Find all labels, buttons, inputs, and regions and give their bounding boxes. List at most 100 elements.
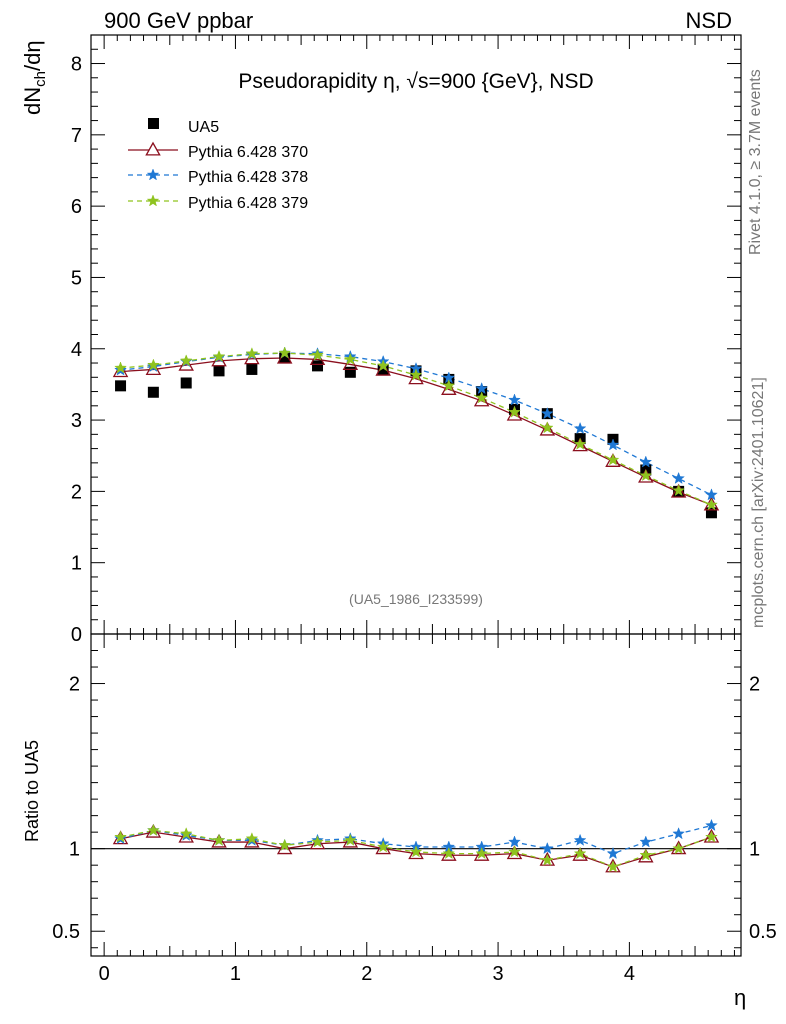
x-tick-label: 1 xyxy=(230,963,241,985)
ratio-point-3 xyxy=(114,830,127,843)
ua5-data-point xyxy=(246,363,258,375)
ua5-data-point xyxy=(279,352,291,364)
series-point-3 xyxy=(540,421,554,434)
series-point-1 xyxy=(670,483,687,498)
series-line-1 xyxy=(120,357,712,506)
legend-marker-pythia-370 xyxy=(145,141,161,156)
series-point-3 xyxy=(245,347,259,360)
plot-title: Pseudorapidity η, √s=900 {GeV}, NSD xyxy=(238,70,593,93)
ratio-point-3 xyxy=(147,823,160,836)
analysis-watermark: (UA5_1986_I233599) xyxy=(349,591,483,607)
series-point-2 xyxy=(508,393,521,406)
ua5-data-point xyxy=(213,365,225,377)
mcplots-label: mcplots.cern.ch [arXiv:2401.10621] xyxy=(750,377,767,628)
series-markers xyxy=(112,346,720,873)
series-point-3 xyxy=(114,361,127,374)
legend: UA5 Pythia 6.428 370 Pythia 6.428 378 Py… xyxy=(128,118,308,212)
ratio-point-3 xyxy=(212,833,226,846)
ratio-point-3 xyxy=(540,853,554,866)
legend-label-pythia-379: Pythia 6.428 379 xyxy=(188,195,308,212)
ratio-point-1 xyxy=(178,828,194,843)
y-tick-label: 8 xyxy=(71,54,82,76)
legend-marker-pythia-379 xyxy=(146,194,160,207)
ratio-point-1 xyxy=(276,840,293,855)
y-tick-label: 3 xyxy=(71,410,82,432)
series-point-3 xyxy=(606,453,620,466)
ratio-point-3 xyxy=(409,845,423,858)
series-point-3 xyxy=(376,359,390,372)
series-point-3 xyxy=(147,358,160,371)
y-tick-label: 4 xyxy=(71,339,82,361)
ratio-point-1 xyxy=(506,845,523,860)
series-point-3 xyxy=(311,348,324,361)
y-tick-label: 0 xyxy=(71,624,82,646)
y-tick-label: 5 xyxy=(71,267,82,289)
series-point-3 xyxy=(705,498,718,511)
ua5-data-point xyxy=(344,366,356,378)
header-left-label: 900 GeV ppbar xyxy=(104,8,253,33)
ratio-point-3 xyxy=(278,838,292,851)
ratio-point-3 xyxy=(606,860,620,873)
ratio-point-2 xyxy=(508,835,521,848)
series-point-3 xyxy=(442,379,456,392)
ratio-plot-frame xyxy=(90,633,742,957)
ratio-point-3 xyxy=(311,835,324,848)
ratio-point-3 xyxy=(376,840,390,853)
ratio-point-2 xyxy=(606,846,620,860)
ratio-point-3 xyxy=(639,848,653,861)
y-axis-title: dNch/dη xyxy=(20,40,49,115)
y-tick-label: 7 xyxy=(71,125,82,147)
ratio-point-1 xyxy=(441,846,457,861)
ratio-point-1 xyxy=(638,848,654,863)
series-point-3 xyxy=(343,352,357,365)
y-tick-label: 6 xyxy=(71,196,82,218)
series-point-1 xyxy=(506,406,523,421)
series-point-3 xyxy=(508,405,521,418)
ratio-point-2 xyxy=(672,827,685,840)
series-point-1 xyxy=(408,370,424,385)
x-tick-label: 3 xyxy=(493,963,504,985)
ua5-data-point xyxy=(180,377,192,389)
ua5-data-point xyxy=(147,386,159,398)
ratio-y-tick-label: 1 xyxy=(69,839,80,861)
header-right-label: NSD xyxy=(686,8,732,33)
series-point-2 xyxy=(639,455,653,468)
ratio-point-3 xyxy=(343,833,357,846)
ratio-point-2 xyxy=(639,835,653,848)
ratio-point-3 xyxy=(245,832,259,845)
ratio-point-2 xyxy=(705,818,718,831)
ratio-point-1 xyxy=(408,845,424,860)
ratio-point-1 xyxy=(211,833,227,848)
series-point-3 xyxy=(573,437,587,450)
legend-label-ua5: UA5 xyxy=(188,119,219,136)
ua5-data-point xyxy=(312,360,324,372)
series-point-3 xyxy=(278,346,292,359)
series-point-2 xyxy=(672,471,685,484)
ratio-y-tick-label-right: 2 xyxy=(749,674,760,696)
ua5-data-point xyxy=(115,380,127,392)
ratio-y-tick-label-right: 0.5 xyxy=(749,921,777,943)
series-point-3 xyxy=(672,484,685,497)
series-point-2 xyxy=(606,438,620,451)
series-point-1 xyxy=(441,381,457,395)
y-tick-label: 1 xyxy=(71,553,82,575)
ratio-y-tick-label-right: 1 xyxy=(749,839,760,861)
y-tick-label: 2 xyxy=(71,481,82,503)
ratio-point-3 xyxy=(705,830,718,843)
series-point-1 xyxy=(112,363,129,378)
x-tick-label: 2 xyxy=(361,963,372,985)
legend-marker-pythia-378 xyxy=(146,168,160,181)
series-point-3 xyxy=(212,349,226,363)
legend-label-pythia-370: Pythia 6.428 370 xyxy=(188,144,308,161)
series-point-2 xyxy=(705,488,718,501)
rivet-info-label: Rivet 4.1.0, ≥ 3.7M events xyxy=(747,69,764,255)
ratio-point-1 xyxy=(145,823,162,838)
ratio-point-1 xyxy=(244,833,260,848)
ratio-point-3 xyxy=(475,846,489,860)
ratio-point-3 xyxy=(672,842,685,855)
ratio-y-tick-label: 2 xyxy=(69,674,80,696)
x-tick-label: 4 xyxy=(624,963,635,985)
series-point-3 xyxy=(409,368,423,381)
ratio-point-3 xyxy=(508,845,521,858)
ratio-point-1 xyxy=(309,835,326,850)
